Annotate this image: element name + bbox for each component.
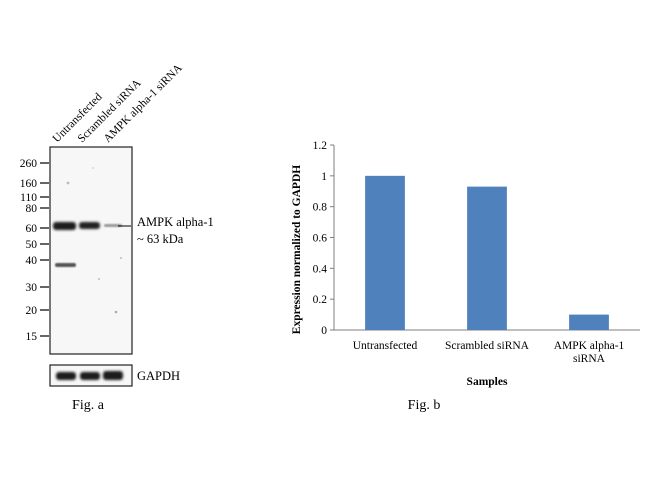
y-tick-label: 0.2 [313,294,328,306]
y-axis-label: Expression normalized to GAPDH [291,165,303,334]
band-size-label: ~ 63 kDa [137,232,184,246]
y-tick-label: 0.4 [313,263,328,275]
ladder-label: 80 [26,203,38,215]
band-label: AMPK alpha-1 [137,215,214,229]
ladder-label: 110 [20,192,37,204]
bars [365,175,609,330]
blot-speck [120,257,122,259]
x-tick-label: Scrambled siRNA [445,340,530,352]
ladder-label: 260 [20,158,38,170]
bar [467,186,507,330]
blot-speck [66,181,70,185]
ladder-label: 50 [26,239,38,251]
ladder-label: 160 [20,178,38,190]
x-axis-label: Samples [467,376,508,388]
gapdh-label: GAPDH [137,369,180,383]
bar [365,175,405,330]
ladder-markers: 260 160 110 80 60 50 40 30 20 15 [20,158,49,343]
y-tick-label: 1.2 [313,140,328,152]
blot-membrane [49,146,133,355]
band-ampk-lane2 [79,222,100,229]
ladder-label: 30 [26,282,38,294]
y-tick-label: 1 [321,171,327,183]
ladder-label: 15 [26,331,38,343]
ladder-label: 40 [26,255,38,267]
band-ampk-lane1 [53,222,76,230]
y-tick-label: 0.6 [313,233,328,245]
x-tick-labels: Untransfected Scrambled siRNA AMPK alpha-1… [353,340,625,365]
blot-speck [98,278,100,280]
band-gapdh-lane2 [80,372,100,380]
x-tick-label: siRNA [573,353,606,365]
western-blot-panel: Untransfected Scrambled siRNA AMPK alpha… [20,62,214,413]
blot-speck [92,167,94,169]
fig-a-caption: Fig. a [72,398,105,413]
blot-speck [114,310,118,314]
ladder-label: 60 [26,223,38,235]
y-tick-label: 0.8 [313,202,328,214]
x-tick-label: Untransfected [353,340,418,352]
band-nonspecific-lane1 [55,263,76,267]
band-gapdh-lane1 [56,372,76,380]
bar-chart: 0 0.2 0.4 0.6 0.8 1 1.2 Untransfected Scrambled… [291,140,640,413]
fig-b-caption: Fig. b [408,398,441,413]
x-tick-label: AMPK alpha-1 [554,340,625,352]
y-tick-label: 0 [321,325,327,337]
band-ampk-lane3 [104,224,122,227]
bar [569,314,609,330]
ladder-label: 20 [26,305,38,317]
y-axis: 0 0.2 0.4 0.6 0.8 1 1.2 [313,140,335,337]
band-gapdh-lane3 [103,371,123,380]
